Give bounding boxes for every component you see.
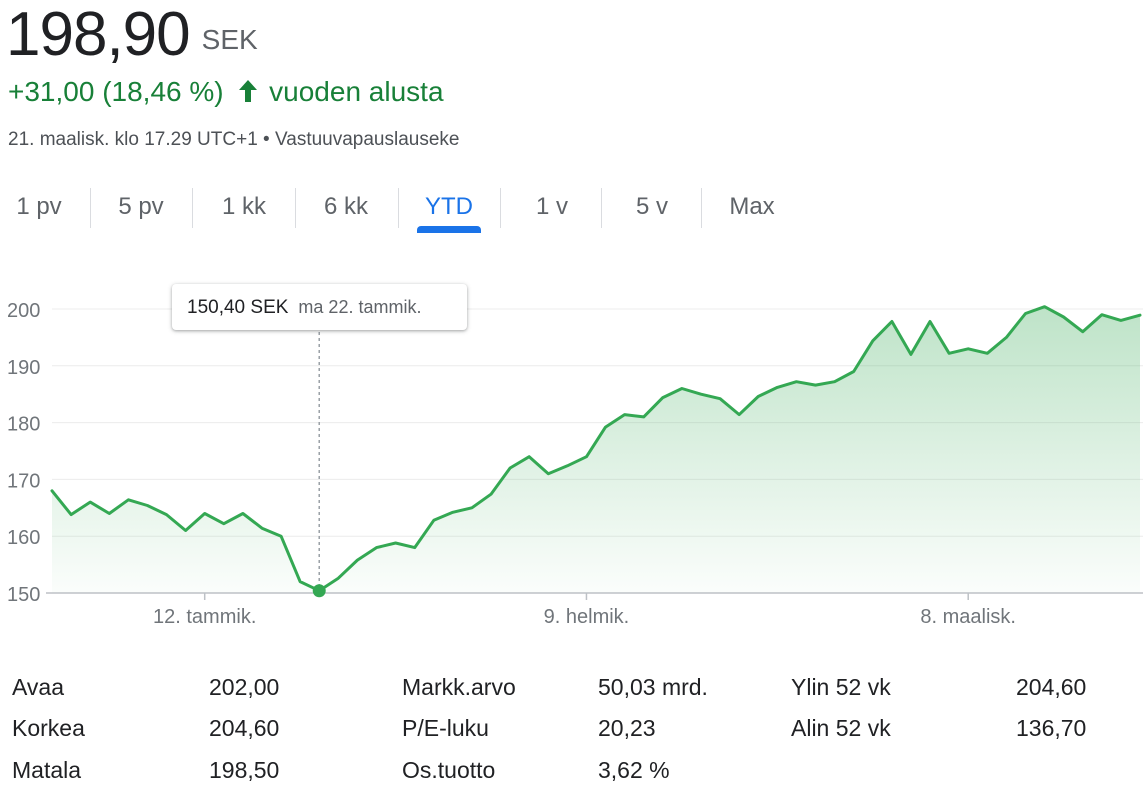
tab-divider — [398, 188, 399, 228]
stat-label-52wk-low: Alin 52 vk — [791, 715, 891, 741]
chart-tooltip: 150,40 SEK ma 22. tammik. — [172, 284, 467, 330]
x-tick-label: 9. helmik. — [544, 606, 630, 628]
price-line — [50, 305, 1142, 593]
stat-value-dividend-yield: 3,62 % — [598, 757, 670, 783]
y-tick-label: 190 — [7, 357, 40, 379]
tab-divider — [192, 188, 193, 228]
stat-label-pe-ratio: P/E-luku — [402, 715, 489, 741]
stat-value-market-cap: 50,03 mrd. — [598, 674, 708, 700]
active-tab-indicator — [417, 226, 481, 233]
stat-value-52wk-high: 204,60 — [1016, 674, 1087, 700]
price-change: +31,00 (18,46 %) vuoden alusta — [8, 76, 444, 112]
y-tick-label: 150 — [7, 584, 40, 606]
y-tick-label: 170 — [7, 470, 40, 492]
tab-ytd[interactable]: YTD — [425, 193, 473, 220]
price-area-fill — [52, 306, 1140, 593]
highlight-point[interactable] — [312, 584, 326, 598]
tab-divider — [295, 188, 296, 228]
stat-value-open: 202,00 — [209, 674, 280, 700]
range-tabs: 1 pv 5 pv 1 kk 6 kk YTD 1 v 5 v Max — [0, 184, 820, 234]
stat-value-high: 204,60 — [209, 715, 280, 741]
timestamp: 21. maalisk. klo 17.29 UTC+1 — [8, 129, 258, 150]
current-price: 198,90 — [6, 0, 191, 69]
tab-1-year[interactable]: 1 v — [535, 193, 568, 220]
stats-table: Avaa 202,00 Korkea 204,60 Matala 198,50 … — [0, 666, 1143, 796]
currency-label: SEK — [201, 24, 258, 55]
quote-meta: 21. maalisk. klo 17.29 UTC+1 • Vastuuvap… — [8, 129, 459, 151]
meta-separator: • — [263, 129, 270, 150]
tab-5-days[interactable]: 5 pv — [118, 193, 164, 220]
stat-label-high: Korkea — [12, 715, 85, 741]
stat-label-low: Matala — [12, 757, 82, 783]
stat-value-pe-ratio: 20,23 — [598, 715, 656, 741]
tab-1-month[interactable]: 1 kk — [221, 193, 266, 220]
tooltip-price: 150,40 SEK — [187, 297, 289, 318]
y-tick-label: 180 — [7, 414, 40, 436]
y-tick-label: 200 — [7, 300, 40, 322]
tooltip-date: ma 22. tammik. — [298, 297, 422, 317]
tab-max[interactable]: Max — [729, 193, 775, 220]
price-header: 198,90 SEK — [6, 0, 258, 70]
tab-5-years[interactable]: 5 v — [635, 193, 668, 220]
tab-1-day[interactable]: 1 pv — [16, 193, 62, 220]
arrow-up-icon — [237, 78, 259, 104]
stat-label-market-cap: Markk.arvo — [402, 674, 516, 700]
y-tick-label: 160 — [7, 527, 40, 549]
x-tick-label: 8. maalisk. — [920, 606, 1016, 628]
tab-6-months[interactable]: 6 kk — [323, 193, 368, 220]
stat-label-52wk-high: Ylin 52 vk — [791, 674, 891, 700]
tab-divider — [90, 188, 91, 228]
x-tick-label: 12. tammik. — [153, 606, 256, 628]
tab-divider — [701, 188, 702, 228]
change-period: vuoden alusta — [269, 76, 444, 107]
change-value: +31,00 (18,46 %) — [8, 76, 224, 107]
tab-divider — [601, 188, 602, 228]
stat-label-open: Avaa — [12, 674, 65, 700]
disclaimer-link[interactable]: Vastuuvapauslauseke — [274, 129, 460, 150]
stat-value-52wk-low: 136,70 — [1016, 715, 1087, 741]
tab-divider — [500, 188, 501, 228]
stat-label-dividend-yield: Os.tuotto — [402, 757, 496, 783]
stat-value-low: 198,50 — [209, 757, 280, 783]
